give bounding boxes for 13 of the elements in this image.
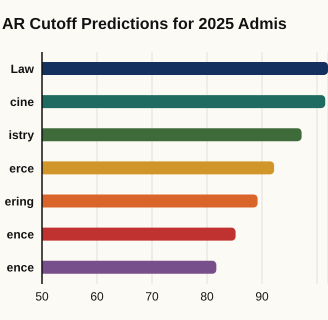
x-tick-label: 60 [90,290,104,304]
y-tick-label: cine [10,94,34,109]
y-tick-label: Law [10,62,35,76]
chart-title: AR Cutoff Predictions for 2025 Admis [2,16,287,34]
x-tick-label: 80 [200,290,214,304]
y-tick-label: ering [4,194,34,208]
y-tick-label: erce [9,161,34,176]
x-tick-label: 50 [35,290,49,304]
x-tick-label: 90 [255,290,269,304]
y-tick-label: ence [6,260,34,275]
y-tick-label: istry [8,128,34,142]
y-tick-label: ence [6,228,34,242]
x-tick-label: 70 [145,290,159,304]
